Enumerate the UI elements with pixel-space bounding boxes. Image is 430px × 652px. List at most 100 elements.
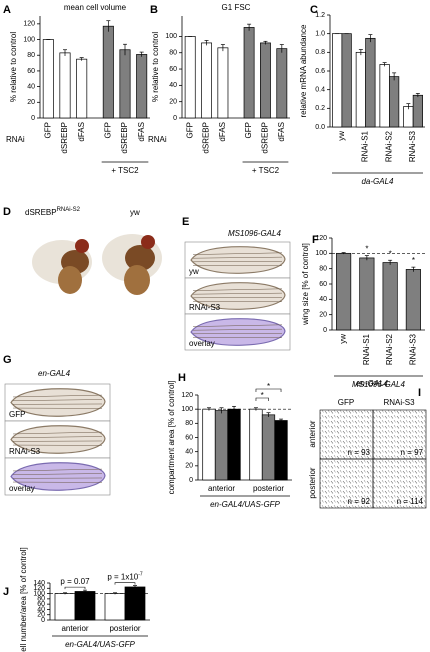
- bar: [382, 262, 398, 331]
- y-tick-label: 80: [319, 266, 327, 273]
- bar: [214, 410, 229, 481]
- wing-vein: [192, 288, 283, 291]
- p-text: p = 0.07: [60, 577, 90, 586]
- y-tick-label: 120: [23, 21, 35, 28]
- image-label: overlay: [189, 339, 215, 348]
- bar: [405, 269, 421, 331]
- bar: [202, 408, 216, 481]
- y-tick-label: 40: [27, 83, 35, 90]
- significance-mark: *: [261, 391, 264, 400]
- bar: [124, 586, 146, 621]
- x-tick-label: dFAS: [137, 122, 146, 142]
- wing-vein: [192, 252, 283, 255]
- significance-mark: *: [365, 245, 368, 254]
- y-tick-label: 20: [319, 312, 327, 319]
- x-tick-label: dSREBP: [261, 122, 270, 154]
- x-tick-label: dSREBP: [202, 122, 211, 154]
- bar: [227, 408, 241, 481]
- bar: [201, 42, 212, 119]
- y-tick-label: 20: [27, 99, 35, 106]
- bar: [104, 593, 126, 621]
- p-bracket: [64, 586, 86, 590]
- wing-vein: [12, 468, 103, 472]
- y-tick-label: 0.4: [315, 87, 325, 94]
- panel-letter: F: [312, 234, 319, 246]
- x-axis-label: en-GAL4/UAS-GFP: [65, 640, 135, 649]
- y-axis-label: % relative to control: [151, 32, 160, 102]
- y-axis-label: cell number/area [% of control]: [19, 547, 28, 652]
- panel-letter: H: [178, 372, 186, 384]
- y-tick-label: 100: [33, 590, 45, 597]
- bar: [276, 48, 288, 119]
- panel-letter: I: [418, 387, 421, 399]
- bar: [332, 33, 343, 128]
- panel-title: en-GAL4: [356, 379, 389, 388]
- bar: [389, 76, 400, 128]
- y-tick-label: 20: [185, 463, 193, 470]
- y-tick-label: 0.0: [315, 124, 325, 131]
- x-tick-label: anterior: [61, 624, 88, 633]
- y-tick-label: 40: [169, 82, 177, 89]
- x-axis-label: da-GAL4: [361, 177, 394, 186]
- x-tick-label: yw: [337, 131, 346, 141]
- panel-letter: D: [3, 206, 11, 218]
- y-axis-label: relative mRNA abundance: [299, 24, 308, 117]
- x-tick-label: RNAi-S3: [408, 333, 417, 365]
- x-tick-label: dFAS: [277, 122, 286, 142]
- panel-letter: G: [3, 354, 12, 366]
- panel-letter: B: [150, 4, 158, 16]
- y-tick-label: 100: [165, 33, 177, 40]
- x-tick-label: GFP: [244, 122, 253, 138]
- y-tick-label: 60: [27, 68, 35, 75]
- y-tick-label: 0: [323, 327, 327, 334]
- y-tick-label: 0.6: [315, 68, 325, 75]
- p-text: p = 1x10: [107, 573, 138, 582]
- panel-letter: J: [3, 586, 9, 598]
- bar: [217, 47, 229, 119]
- hair-image: [372, 409, 427, 460]
- bar: [341, 33, 352, 128]
- bar: [359, 257, 375, 331]
- y-tick-label: 100: [315, 250, 327, 257]
- y-tick-label: 1.0: [315, 31, 325, 38]
- x-tick-label: dSREBP: [120, 122, 129, 154]
- group-label: + TSC2: [111, 166, 139, 175]
- wing-vein: [192, 256, 283, 259]
- hair-image: [372, 458, 427, 509]
- y-axis-label: % relative to control: [9, 32, 18, 102]
- x-tick-label: GFP: [185, 122, 194, 138]
- wing-vein: [192, 328, 283, 331]
- panel-letter: C: [310, 4, 318, 16]
- bar: [119, 49, 131, 119]
- y-tick-label: 0: [31, 115, 35, 122]
- significance-bracket: [255, 397, 269, 401]
- x-tick-label: posterior: [109, 624, 140, 633]
- y-tick-label: 60: [185, 434, 193, 441]
- y-tick-label: 40: [37, 606, 45, 613]
- y-tick-label: 140: [33, 580, 45, 587]
- panel-letter: A: [3, 4, 11, 16]
- y-tick-label: 60: [169, 66, 177, 73]
- y-tick-label: 60: [319, 281, 327, 288]
- y-tick-label: 80: [37, 596, 45, 603]
- fly-photo: [32, 234, 162, 295]
- x-axis-label: MS1096-GAL4: [352, 380, 405, 389]
- x-tick-label: GFP: [43, 122, 52, 138]
- y-tick-label: 0: [189, 477, 193, 484]
- x-tick-label: RNAi-S1: [362, 333, 371, 365]
- x-tick-label: yw: [339, 334, 348, 344]
- p-value: p = 1x10-7: [107, 572, 143, 582]
- panel-title: MS1096-GAL4: [228, 229, 281, 238]
- bar: [54, 593, 76, 621]
- y-tick-label: 40: [185, 449, 193, 456]
- x-tick-label: RNAi-S2: [385, 333, 394, 365]
- y-tick-label: 0.2: [315, 105, 325, 112]
- bar: [136, 54, 148, 119]
- y-tick-label: 80: [185, 420, 193, 427]
- y-tick-label: 80: [169, 50, 177, 57]
- y-tick-label: 0.8: [315, 49, 325, 56]
- image-label: RNAi-S3: [189, 303, 221, 312]
- bar: [336, 252, 352, 331]
- bar: [412, 94, 423, 128]
- row-label: anterior: [308, 420, 317, 447]
